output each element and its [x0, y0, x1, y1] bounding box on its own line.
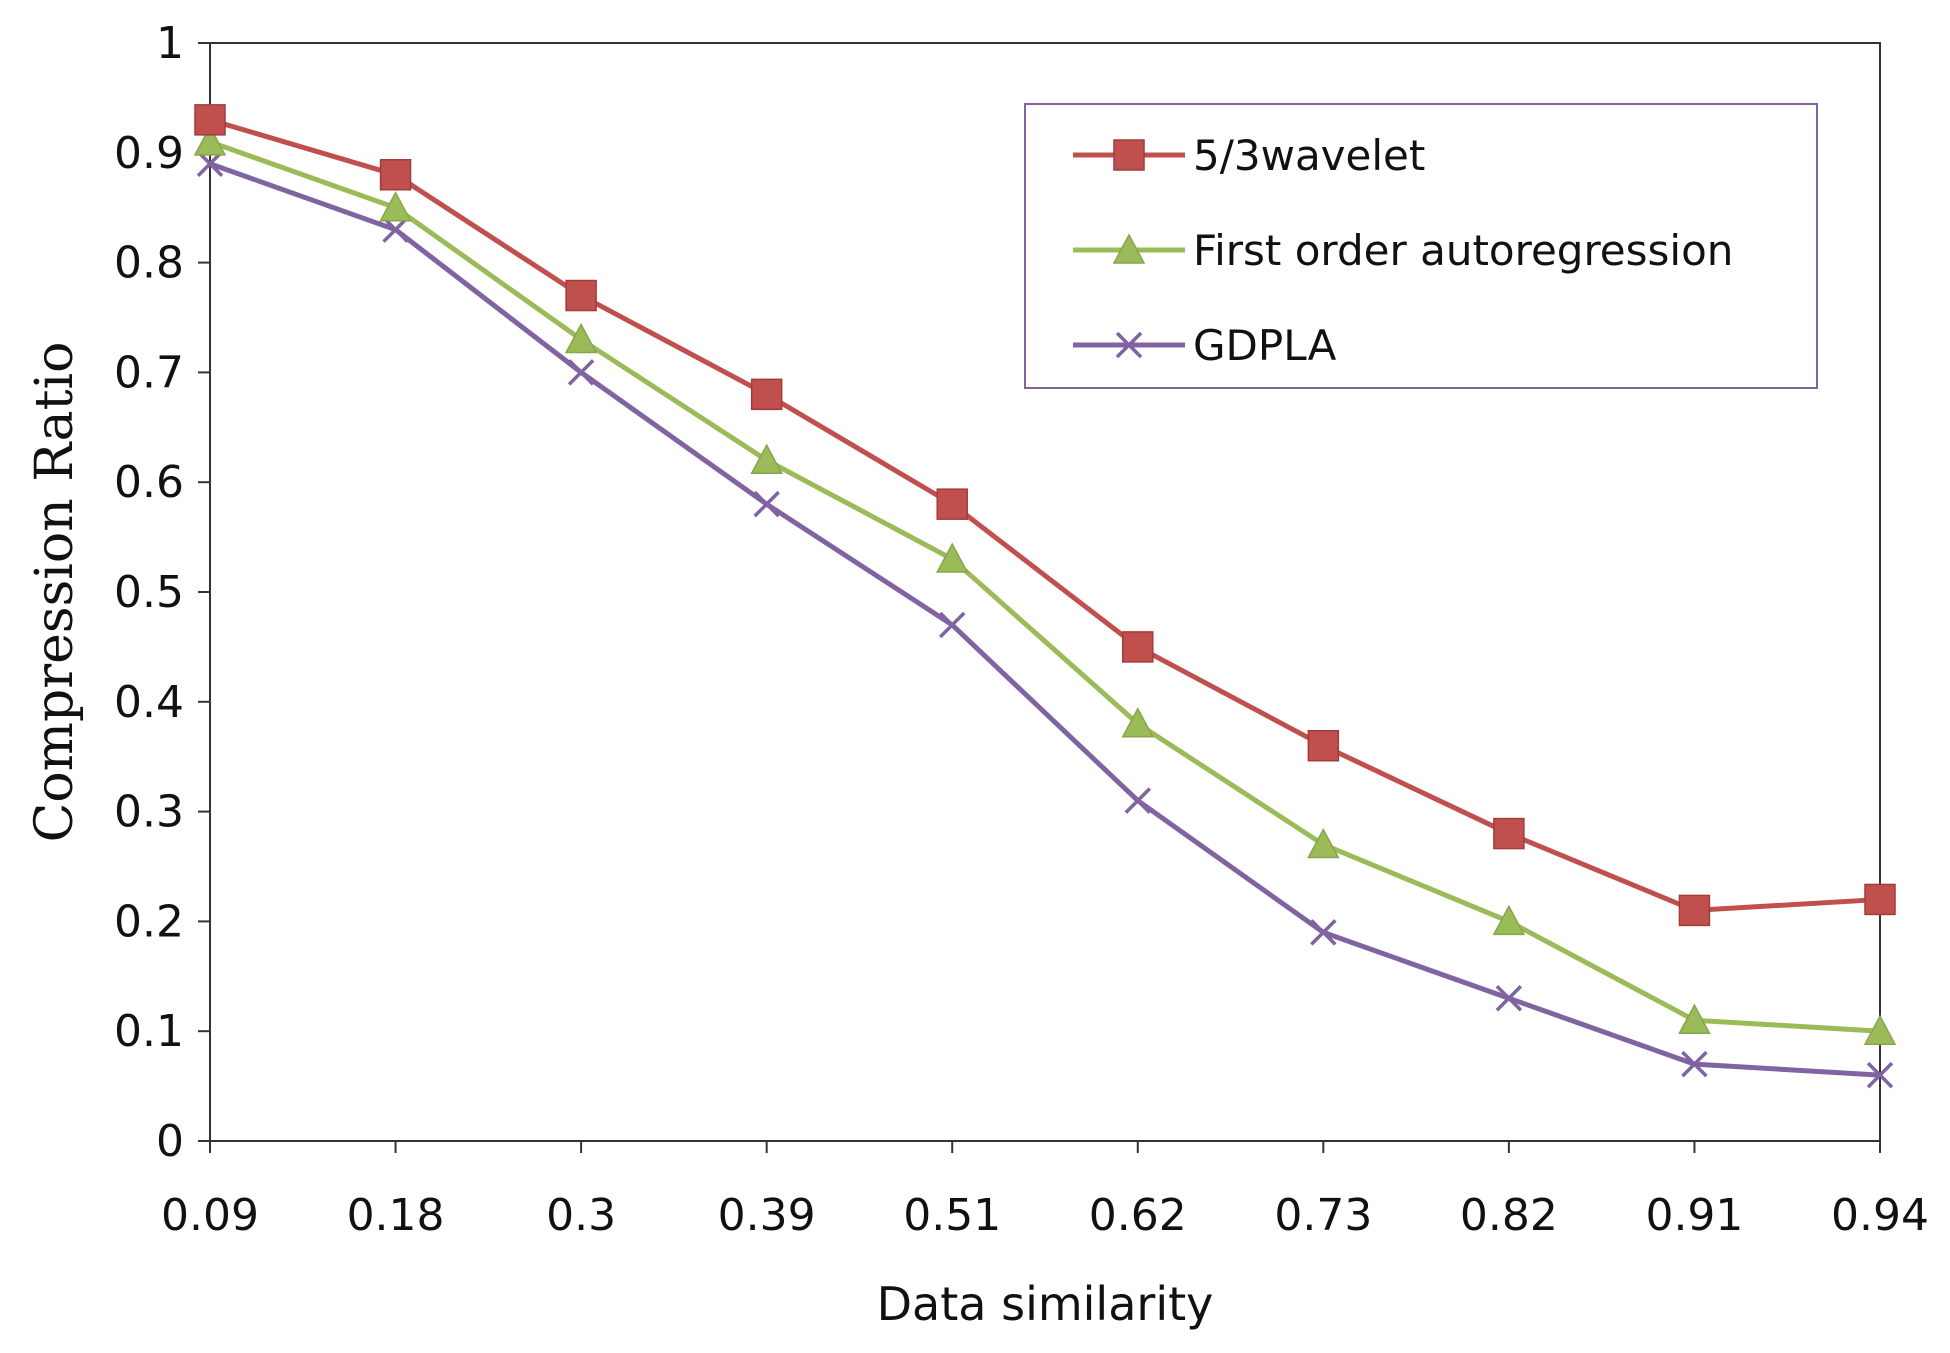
- legend-label: First order autoregression: [1193, 226, 1733, 275]
- x-tick-label: 0.09: [161, 1190, 259, 1241]
- data-point: [1681, 1050, 1708, 1078]
- series-line: [209, 161, 1881, 1078]
- x-tick-label: 0.62: [1089, 1190, 1187, 1241]
- data-point: [564, 322, 598, 354]
- legend-item: 5/3wavelet: [1073, 131, 1425, 180]
- legend-marker: [1112, 233, 1146, 264]
- data-point: [1866, 1061, 1894, 1089]
- series-layer: [193, 104, 1897, 1089]
- legend-label: GDPLA: [1193, 321, 1337, 370]
- data-point: [1492, 904, 1526, 936]
- series-5-3wavelet: [194, 104, 1896, 927]
- data-point: [379, 191, 412, 222]
- x-tick-label: 0.39: [718, 1190, 816, 1241]
- data-point: [1124, 787, 1152, 814]
- data-point: [1495, 985, 1523, 1012]
- x-tick-label: 0.94: [1831, 1190, 1929, 1241]
- data-point: [1310, 919, 1337, 946]
- y-tick-label: 0.2: [114, 896, 184, 947]
- y-tick-label: 0.7: [114, 347, 184, 398]
- x-tick-label: 0.73: [1274, 1190, 1372, 1241]
- legend-label: 5/3wavelet: [1193, 131, 1425, 180]
- x-tick-label: 0.82: [1460, 1190, 1558, 1241]
- data-point: [196, 150, 224, 178]
- data-point: [935, 542, 969, 573]
- data-point: [1678, 894, 1711, 927]
- data-point: [1307, 827, 1340, 859]
- axes: 00.10.20.30.40.50.60.70.80.910.09 0.18 0.3…: [114, 18, 1929, 1241]
- series-gdpla: [196, 150, 1894, 1089]
- data-point: [382, 216, 409, 243]
- data-point: [1122, 631, 1154, 663]
- y-tick-label: 0.5: [114, 567, 184, 618]
- y-tick-label: 0: [156, 1116, 184, 1167]
- data-point: [753, 490, 780, 518]
- y-tick-label: 0.1: [114, 1006, 184, 1057]
- x-tick-label: 0.18: [347, 1190, 445, 1241]
- data-point: [1678, 1003, 1711, 1034]
- data-point: [567, 359, 595, 386]
- series-first-order-autoregression: [193, 125, 1897, 1045]
- legend: 5/3wavelet First order autoregression GDPL…: [1024, 103, 1818, 389]
- legend-item: GDPLA: [1073, 321, 1337, 370]
- data-point: [1864, 883, 1896, 916]
- data-point: [1493, 817, 1525, 850]
- legend-item: First order autoregression: [1073, 226, 1733, 275]
- y-tick-label: 0.8: [114, 238, 184, 289]
- data-point: [750, 378, 783, 411]
- data-point: [193, 125, 227, 156]
- data-point: [750, 443, 783, 474]
- y-axis-label: Compression Ratio: [25, 342, 85, 843]
- data-point: [938, 611, 966, 639]
- series-line: [209, 117, 1881, 913]
- series-line: [209, 139, 1881, 1034]
- data-point: [379, 159, 412, 191]
- y-tick-label: 0.6: [114, 457, 184, 508]
- data-point: [1307, 729, 1340, 762]
- y-tick-label: 0.9: [114, 128, 184, 179]
- x-tick-label: 0.51: [903, 1190, 1001, 1241]
- data-point: [194, 104, 226, 136]
- y-tick-label: 0.3: [114, 787, 184, 838]
- x-axis-label: Data similarity: [877, 1277, 1214, 1331]
- data-point: [936, 488, 968, 520]
- y-tick-label: 1: [156, 18, 184, 69]
- legend-marker: [1115, 331, 1143, 359]
- legend-box: [1024, 103, 1818, 389]
- x-tick-label: 0.91: [1645, 1190, 1743, 1241]
- x-tick-label: 0.3: [546, 1190, 616, 1241]
- data-point: [1121, 707, 1155, 738]
- y-tick-label: 0.4: [114, 677, 184, 728]
- data-point: [1863, 1014, 1897, 1045]
- data-point: [565, 279, 597, 312]
- legend-marker: [1113, 139, 1145, 171]
